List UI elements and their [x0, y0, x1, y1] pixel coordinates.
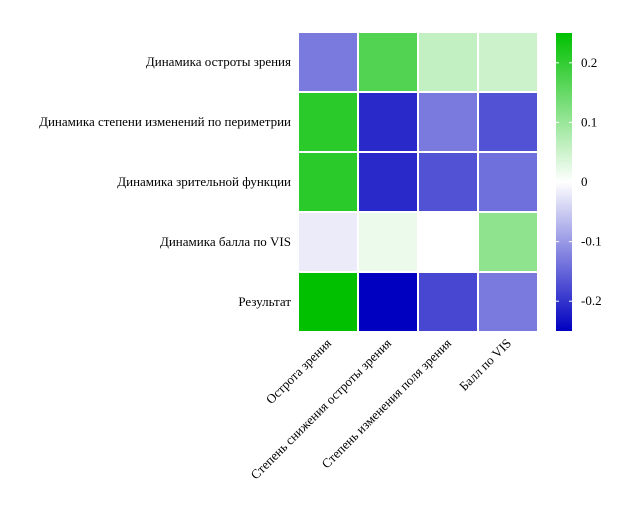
heatmap-cell [417, 91, 479, 153]
colorbar: 0.2 0.1 0 -0.1 -0.2 [556, 33, 602, 331]
heatmap-cell [297, 211, 359, 273]
column-label: Степень изменения поля зрения [318, 336, 454, 472]
heatmap-cell [297, 91, 359, 153]
heatmap-cell [297, 31, 359, 93]
heatmap-cell [477, 211, 539, 273]
heatmap-cell [417, 211, 479, 273]
row-label: Результат [238, 294, 291, 309]
heatmap-cell [477, 271, 539, 333]
heatmap-cell [417, 271, 479, 333]
heatmap-cell [357, 91, 419, 153]
row-label: Динамика зрительной функции [117, 174, 291, 189]
row-label: Динамика степени изменений по периметрии [39, 114, 291, 129]
heatmap-cell [417, 151, 479, 213]
row-label: Динамика балла по VIS [160, 234, 291, 249]
heatmap-cell [477, 31, 539, 93]
column-label: Балл по VIS [456, 336, 514, 394]
heatmap-cell [357, 271, 419, 333]
colorbar-tick-label: -0.2 [581, 293, 602, 308]
heatmap-cell [357, 151, 419, 213]
row-labels: Динамика остроты зрения Динамика степени … [39, 54, 291, 309]
heatmap-cells [297, 31, 539, 333]
heatmap-cell [297, 271, 359, 333]
heatmap-cell [357, 211, 419, 273]
heatmap-cell [357, 31, 419, 93]
colorbar-tick-label: -0.1 [581, 234, 602, 249]
heatmap-cell [417, 31, 479, 93]
colorbar-gradient [556, 33, 572, 331]
heatmap-cell [477, 91, 539, 153]
heatmap-cell [297, 151, 359, 213]
row-label: Динамика остроты зрения [146, 54, 291, 69]
colorbar-tick-label: 0 [581, 174, 588, 189]
colorbar-tick-label: 0.1 [581, 114, 597, 129]
heatmap-cell [477, 151, 539, 213]
colorbar-tick-label: 0.2 [581, 55, 597, 70]
